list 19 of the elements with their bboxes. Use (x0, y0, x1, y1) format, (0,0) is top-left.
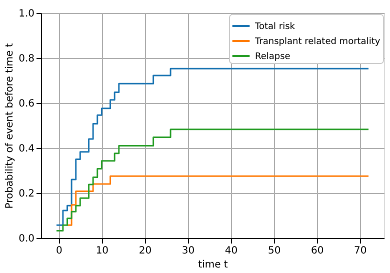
y-axis-title: Probability of event before time t (4, 43, 16, 209)
x-tick-label: 50 (268, 246, 281, 256)
x-tick-label: 10 (96, 246, 109, 256)
x-tick-label: 20 (138, 246, 152, 256)
x-tick-label: 60 (310, 246, 324, 256)
x-axis-title: time t (198, 260, 228, 270)
x-tick-label: 0 (56, 246, 62, 256)
legend-label: Relapse (255, 52, 291, 62)
y-tick-label: 0.0 (18, 234, 34, 244)
y-tick-label: 0.6 (18, 98, 34, 110)
x-tick-label: 40 (224, 246, 238, 256)
legend-label: Transplant related mortality (254, 37, 381, 47)
y-tick-label: 1.0 (18, 8, 34, 20)
x-tick-label: 70 (354, 246, 367, 256)
y-tick-label: 0.4 (18, 144, 34, 154)
y-tick-label: 0.2 (18, 188, 34, 200)
y-tick-label: 0.8 (18, 54, 34, 64)
x-tick-label: 30 (182, 246, 195, 256)
legend-label: Total risk (254, 22, 296, 32)
